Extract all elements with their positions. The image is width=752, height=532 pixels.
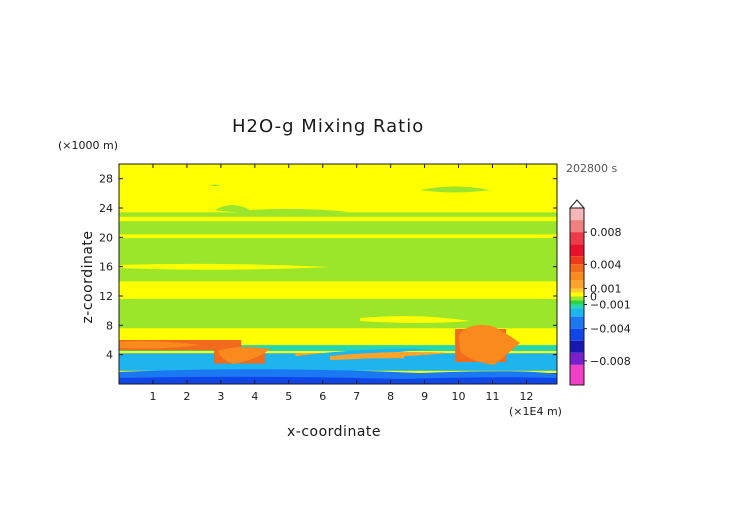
- colorbar-swatch: [570, 364, 584, 385]
- colorbar-swatch: [570, 308, 584, 317]
- colorbar-swatch: [570, 328, 584, 341]
- colorbar-swatch: [570, 352, 584, 365]
- y-unit-label: (×1000 m): [58, 139, 119, 152]
- y-tick-label: 16: [99, 261, 113, 274]
- x-tick-label: 1: [149, 390, 156, 403]
- colorbar-swatch: [570, 256, 584, 265]
- colorbar-swatch: [570, 316, 584, 329]
- dry-streak: [360, 316, 470, 323]
- colorbar-swatch: [570, 296, 584, 301]
- x-axis: 1 2 3 4 5 6 7 8 9 10 11 12: [149, 164, 533, 403]
- chart-title: H2O-g Mixing Ratio: [232, 116, 425, 137]
- x-tick-label: 12: [519, 390, 533, 403]
- colorbar-label: 0: [590, 291, 597, 304]
- moist-plume: [119, 341, 200, 349]
- dry-streak: [300, 284, 440, 292]
- y-axis: 4 8 12 16 20 24 28: [99, 173, 557, 362]
- x-tick-label: 7: [353, 390, 360, 403]
- x-unit-label: (×1E4 m): [509, 405, 562, 418]
- y-tick-label: 12: [99, 290, 113, 303]
- y-tick-label: 4: [106, 349, 113, 362]
- colorbar-label: 0.008: [590, 226, 622, 239]
- colorbar-swatch: [570, 264, 584, 273]
- colorbar-swatch: [570, 304, 584, 309]
- field-region: [119, 221, 557, 235]
- colorbar-swatch: [570, 232, 584, 245]
- heatmap-field: [119, 164, 557, 384]
- colorbar-overflow-arrow: [568, 199, 586, 209]
- x-axis-title: x-coordinate: [287, 424, 382, 440]
- field-region: [119, 345, 557, 351]
- colorbar-swatch: [570, 288, 584, 293]
- colorbar-swatch: [570, 300, 584, 305]
- moist-plume: [218, 346, 270, 364]
- time-label: 202800 s: [566, 162, 618, 175]
- colorbar-label: −0.004: [590, 323, 631, 336]
- y-tick-label: 24: [99, 202, 113, 215]
- plot-frame: [118, 163, 558, 385]
- x-tick-label: 9: [421, 390, 428, 403]
- x-tick-label: 2: [183, 390, 190, 403]
- field-region: [119, 238, 557, 282]
- field-region: [119, 212, 557, 217]
- x-tick-label: 3: [217, 390, 224, 403]
- colorbar-swatch: [570, 280, 584, 289]
- x-tick-label: 6: [319, 390, 326, 403]
- field-features: [119, 184, 557, 384]
- colorbar-swatch: [570, 220, 584, 233]
- cloud-band-aloft: [210, 184, 220, 186]
- cloud-band-aloft: [420, 186, 490, 193]
- dry-band-surface: [119, 376, 557, 384]
- x-tick-label: 10: [452, 390, 466, 403]
- colorbar-swatch: [570, 292, 584, 297]
- colorbar-label: 0.001: [590, 282, 622, 295]
- colorbar-label: −0.008: [590, 355, 631, 368]
- y-tick-label: 8: [106, 319, 113, 332]
- y-tick-label: 28: [99, 173, 113, 186]
- field-region: [119, 298, 557, 329]
- colorbar-swatch: [570, 208, 584, 221]
- x-tick-label: 8: [387, 390, 394, 403]
- y-tick-label: 20: [99, 231, 113, 244]
- cloud-band-aloft: [215, 205, 350, 214]
- colorbar-swatch: [570, 244, 584, 257]
- dry-streak: [119, 263, 330, 270]
- x-tick-label: 4: [251, 390, 258, 403]
- x-tick-label: 11: [485, 390, 499, 403]
- x-tick-label: 5: [285, 390, 292, 403]
- field-regions: [119, 164, 557, 384]
- colorbar-swatch: [570, 340, 584, 353]
- moist-streak: [330, 352, 450, 360]
- y-axis-title: z-coordinate: [80, 230, 96, 324]
- colorbar-label: −0.001: [590, 299, 631, 312]
- moist-plume: [459, 325, 520, 365]
- colorbar-label: 0.004: [590, 258, 622, 271]
- colorbar-swatch: [570, 272, 584, 281]
